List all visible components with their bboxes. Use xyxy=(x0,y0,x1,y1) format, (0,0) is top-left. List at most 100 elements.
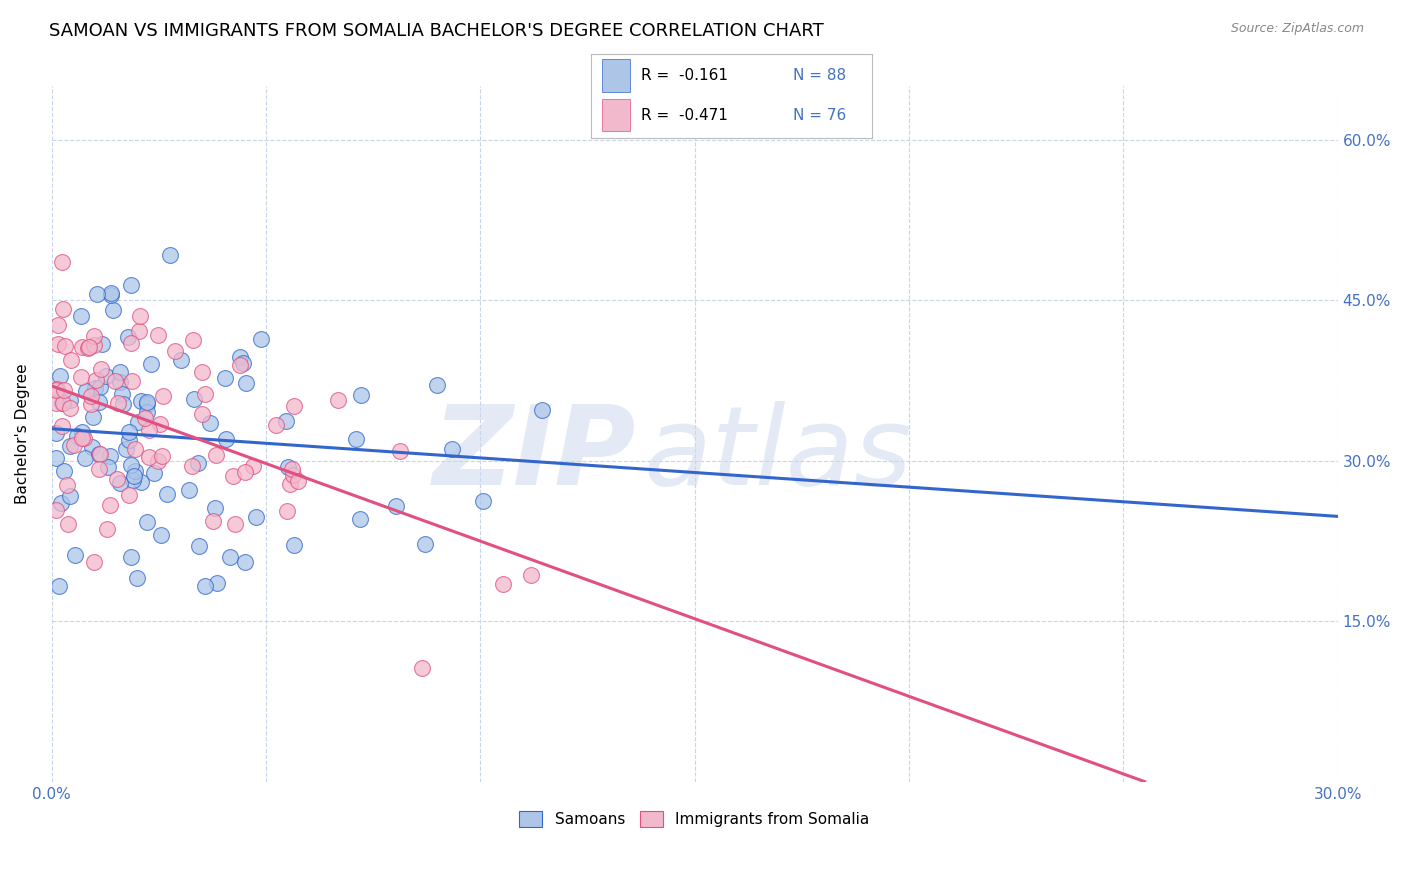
Point xyxy=(56,477,79,491)
Point xyxy=(135,395,157,409)
Point xyxy=(283,538,305,552)
Point xyxy=(205,448,228,462)
Point xyxy=(58,517,80,532)
Point xyxy=(91,337,114,351)
Point xyxy=(45,395,67,409)
Point xyxy=(194,579,217,593)
Point xyxy=(124,442,146,456)
Point xyxy=(122,468,145,483)
Point xyxy=(117,330,139,344)
Point xyxy=(149,417,172,431)
Point xyxy=(146,454,169,468)
Point xyxy=(150,449,173,463)
Point xyxy=(129,394,152,409)
Point xyxy=(134,411,156,425)
Point xyxy=(80,440,103,454)
Point xyxy=(187,456,209,470)
Point xyxy=(111,387,134,401)
Point xyxy=(80,389,103,403)
Point xyxy=(89,379,111,393)
Point xyxy=(100,285,122,300)
Point xyxy=(66,429,89,443)
Point xyxy=(188,539,211,553)
Point xyxy=(149,528,172,542)
Point xyxy=(48,579,70,593)
Point xyxy=(142,467,165,481)
Point xyxy=(49,496,72,510)
Point xyxy=(103,303,125,318)
Point xyxy=(110,366,132,380)
Point xyxy=(205,575,228,590)
Point xyxy=(98,449,121,463)
Point xyxy=(83,329,105,343)
Point xyxy=(83,337,105,351)
Point xyxy=(138,450,160,464)
Point xyxy=(110,475,132,490)
Point xyxy=(127,415,149,429)
Point xyxy=(349,512,371,526)
Point xyxy=(129,475,152,490)
Point xyxy=(84,381,107,395)
Point xyxy=(283,399,305,413)
Point xyxy=(242,459,264,474)
Point xyxy=(170,353,193,368)
Point xyxy=(183,392,205,407)
Point xyxy=(235,376,257,390)
Point xyxy=(283,467,305,482)
Point xyxy=(45,426,67,441)
Point xyxy=(274,413,297,427)
Point xyxy=(233,465,256,479)
Point xyxy=(53,464,76,478)
Point xyxy=(45,503,67,517)
Point xyxy=(264,417,287,432)
Point xyxy=(129,310,152,324)
Point xyxy=(413,537,436,551)
Point xyxy=(45,450,67,465)
Text: SAMOAN VS IMMIGRANTS FROM SOMALIA BACHELOR'S DEGREE CORRELATION CHART: SAMOAN VS IMMIGRANTS FROM SOMALIA BACHEL… xyxy=(49,22,824,40)
Point xyxy=(138,423,160,437)
Point xyxy=(105,472,128,486)
Point xyxy=(75,451,97,466)
Point xyxy=(411,660,433,674)
Point xyxy=(281,461,304,475)
Point xyxy=(52,301,75,316)
Point xyxy=(222,469,245,483)
Point xyxy=(152,389,174,403)
Text: ZIP: ZIP xyxy=(433,401,637,508)
Point xyxy=(233,555,256,569)
Point xyxy=(201,514,224,528)
Point xyxy=(51,418,73,433)
Point xyxy=(179,483,201,497)
Point xyxy=(214,371,236,385)
Point xyxy=(121,473,143,487)
Point xyxy=(121,374,143,388)
Point xyxy=(124,464,146,478)
Point xyxy=(139,357,162,371)
Point xyxy=(63,548,86,562)
Point xyxy=(87,395,110,409)
Point xyxy=(280,477,302,491)
Point xyxy=(79,340,101,354)
Point xyxy=(232,356,254,370)
Point xyxy=(51,395,73,409)
Bar xyxy=(602,60,630,92)
Point xyxy=(344,432,367,446)
Point xyxy=(120,458,142,473)
Point xyxy=(229,350,252,364)
Point xyxy=(219,549,242,564)
Point xyxy=(181,333,204,347)
Point xyxy=(191,366,214,380)
Point xyxy=(98,498,121,512)
Point xyxy=(194,387,217,401)
Point xyxy=(46,318,69,333)
Point xyxy=(86,287,108,301)
Point xyxy=(181,459,204,474)
Point xyxy=(87,447,110,461)
Point xyxy=(70,369,93,384)
Point xyxy=(492,577,515,591)
Point xyxy=(135,405,157,419)
Point xyxy=(215,433,238,447)
Point xyxy=(59,392,82,407)
Point xyxy=(229,359,252,373)
Point xyxy=(72,425,94,439)
